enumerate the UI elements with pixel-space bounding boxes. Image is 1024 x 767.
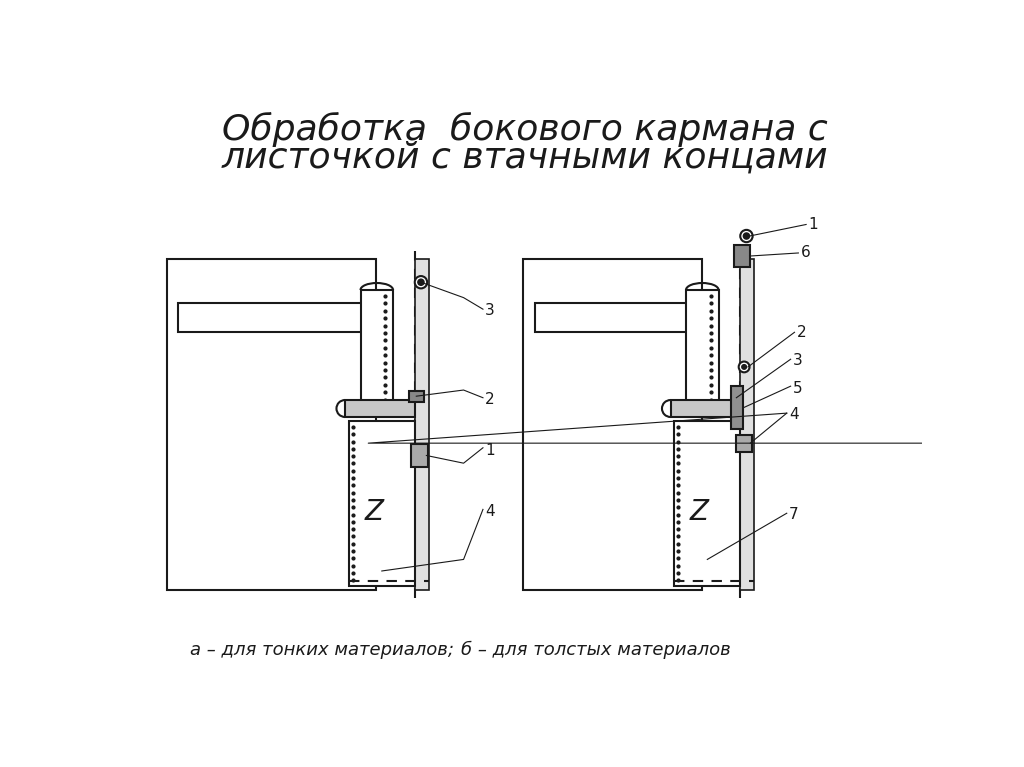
- Text: 4: 4: [790, 407, 799, 422]
- Circle shape: [738, 361, 750, 372]
- Text: 1: 1: [809, 217, 818, 232]
- Bar: [345, 400, 415, 417]
- Text: 2: 2: [485, 392, 495, 407]
- Bar: [411, 444, 428, 467]
- Text: 3: 3: [793, 354, 803, 368]
- Text: Z: Z: [690, 498, 709, 526]
- Text: листочкой с втачными концами: листочкой с втачными концами: [221, 140, 828, 174]
- Bar: [734, 245, 750, 267]
- Bar: [535, 303, 702, 332]
- Circle shape: [418, 279, 424, 285]
- Text: 5: 5: [793, 381, 803, 396]
- Text: 3: 3: [485, 303, 495, 318]
- Text: б – для толстых материалов: б – для толстых материалов: [461, 641, 731, 660]
- Bar: [409, 391, 424, 402]
- Text: 6: 6: [801, 245, 810, 261]
- Text: Z: Z: [365, 498, 383, 526]
- Text: Обработка  бокового кармана с: Обработка бокового кармана с: [222, 112, 827, 147]
- Bar: [740, 259, 755, 591]
- Bar: [360, 290, 393, 413]
- Bar: [675, 421, 740, 587]
- Text: 7: 7: [790, 507, 799, 522]
- Text: 1: 1: [485, 443, 495, 458]
- Bar: [686, 290, 719, 413]
- Bar: [178, 303, 377, 332]
- Bar: [349, 421, 415, 587]
- Circle shape: [743, 233, 750, 239]
- Text: 4: 4: [485, 504, 495, 519]
- Bar: [671, 400, 740, 417]
- Bar: [731, 386, 743, 429]
- Bar: [415, 259, 429, 591]
- Bar: [736, 435, 752, 452]
- Circle shape: [415, 276, 427, 288]
- Bar: [523, 259, 701, 591]
- Circle shape: [741, 364, 746, 369]
- Text: 2: 2: [797, 324, 807, 340]
- Circle shape: [740, 230, 753, 242]
- Text: а – для тонких материалов;: а – для тонких материалов;: [190, 641, 454, 660]
- Bar: [167, 259, 376, 591]
